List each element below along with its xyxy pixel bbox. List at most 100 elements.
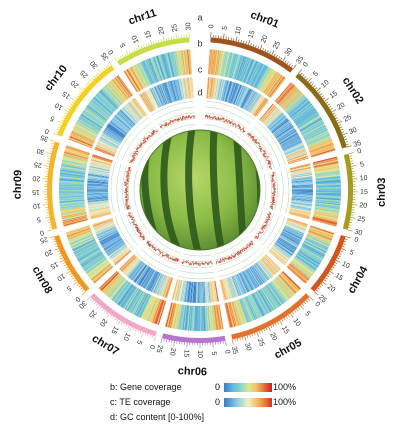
chr10-te-bin — [97, 142, 117, 152]
chr02-te-bin — [276, 127, 295, 140]
chr09-te-bin — [87, 181, 109, 184]
chr01-te-bin — [239, 87, 250, 108]
chr08-gene-bin — [71, 237, 95, 249]
chr11-te-bin — [165, 82, 173, 103]
chr07-tick-mark — [129, 326, 132, 332]
chr04-te-bin — [270, 249, 287, 264]
chr04-te-bin — [275, 241, 294, 255]
chr08-tick-mark — [70, 275, 74, 278]
chr07-gene-bin — [120, 285, 136, 308]
chr05-te-bin — [240, 272, 250, 292]
chr08-te-bin — [104, 238, 123, 251]
chr07-te-bin — [159, 275, 168, 296]
chr04-gene-bin — [301, 245, 324, 259]
chr01-gene-bin — [268, 76, 285, 97]
chr04-gene-bin — [290, 261, 311, 278]
chr10-te-bin — [94, 148, 115, 157]
chr03-te-bin — [291, 184, 313, 187]
chr07-tick-mark — [146, 333, 149, 337]
chr04-te-bin — [271, 247, 289, 261]
chr09-te-bin — [88, 169, 110, 175]
chr01-gene-bin — [250, 62, 263, 86]
chr01-te-bin — [207, 77, 211, 99]
chr08-te-bin — [97, 227, 117, 238]
chr06-gene-bin — [190, 305, 193, 331]
chr11-gene-bin — [156, 55, 165, 80]
chr01-te-bin — [223, 80, 230, 102]
chr10-te-bin — [103, 131, 122, 143]
chr10-gene-bin — [77, 118, 100, 132]
chr10-tick-mark — [79, 91, 82, 94]
chr05-gene-bin — [229, 302, 237, 327]
chr05-gene-bin — [271, 280, 288, 302]
chr06-gene-bin — [217, 304, 222, 330]
chr08-te-bin — [114, 249, 131, 265]
chr01-te-bin — [232, 84, 242, 105]
chr01-tick-label: 10 — [235, 26, 244, 35]
chr02-tick-mark — [298, 69, 303, 74]
chr09-label: chr09 — [12, 170, 25, 200]
chr10-te-bin — [114, 115, 131, 131]
chr08-gene-bin — [82, 253, 104, 269]
chr10-te-bin — [97, 141, 118, 151]
chr09-te-bin — [87, 180, 109, 183]
chr03-te-bin — [289, 209, 311, 216]
chr09-gene-bin — [64, 149, 89, 158]
chr11-te-bin — [155, 85, 165, 106]
chr08-gene-bin — [80, 252, 103, 267]
chr08-gene-bin — [72, 238, 96, 251]
chr08-gene-bin — [66, 228, 91, 238]
chr01-gc-grid — [205, 112, 248, 129]
chr02-te-bin — [280, 136, 300, 147]
chr04-te-bin — [283, 227, 304, 237]
chr03-te-bin — [289, 210, 311, 216]
chr09-te-bin — [92, 155, 113, 163]
chr08-te-bin — [106, 241, 125, 254]
chr04-tick-mark — [315, 289, 319, 292]
chr02-te-bin — [261, 105, 276, 122]
chr01-tick-mark — [223, 33, 225, 39]
chr05-te-bin — [255, 263, 269, 281]
chr02-te-bin — [275, 125, 294, 139]
chr09-te-bin — [88, 173, 110, 177]
chr01-gene-bin — [262, 71, 278, 93]
chr10-gene-bin — [74, 124, 98, 138]
chr03-tick-label: 30 — [354, 229, 363, 238]
chr08-te-bin — [101, 234, 120, 246]
chr06-gene-bin — [193, 305, 196, 331]
chr01-gc-grid — [205, 106, 251, 125]
chr03-gene-bin — [313, 211, 339, 218]
chr03-te-bin — [289, 164, 311, 170]
chr01-gene-bin — [262, 71, 277, 93]
chr07-gene-bin — [122, 286, 137, 309]
chr06-te-bin — [208, 281, 211, 303]
chr09-te-bin — [90, 159, 112, 166]
chr04-te-bin — [286, 219, 307, 228]
chr03-gene-bin — [312, 218, 337, 226]
chr03-gc-grid — [263, 174, 267, 208]
chr02-te-bin — [278, 130, 297, 143]
chr05-gene-bin — [249, 294, 261, 318]
chr06-label: chr06 — [177, 365, 207, 378]
chr09-gene-bin — [61, 162, 87, 169]
chr03-gene-bin — [311, 219, 337, 227]
chr11-te-bin — [178, 78, 184, 100]
chr08-gene-bin — [72, 240, 96, 252]
chr11-te-bin — [180, 78, 185, 100]
chr11-gene-bin — [153, 56, 163, 81]
chr09-te-bin — [88, 204, 110, 209]
chr01-gene-bin — [229, 53, 238, 79]
chr11-gene-bin — [187, 49, 191, 75]
chr03-gene-bin — [315, 192, 341, 195]
chr11-te-bin — [142, 92, 154, 112]
chr09-te-bin — [87, 177, 109, 181]
chr10-te-bin — [118, 110, 135, 126]
chr09-gene-bin — [62, 216, 88, 224]
chr02-te-bin — [263, 108, 280, 125]
chr09-te-bin — [91, 158, 112, 166]
chr04-tick-mark — [325, 277, 328, 280]
chr10-te-bin — [109, 121, 127, 135]
chr02-gene-bin — [307, 137, 332, 148]
chr04-te-bin — [282, 230, 302, 241]
chr11-gene-bin — [184, 49, 189, 75]
